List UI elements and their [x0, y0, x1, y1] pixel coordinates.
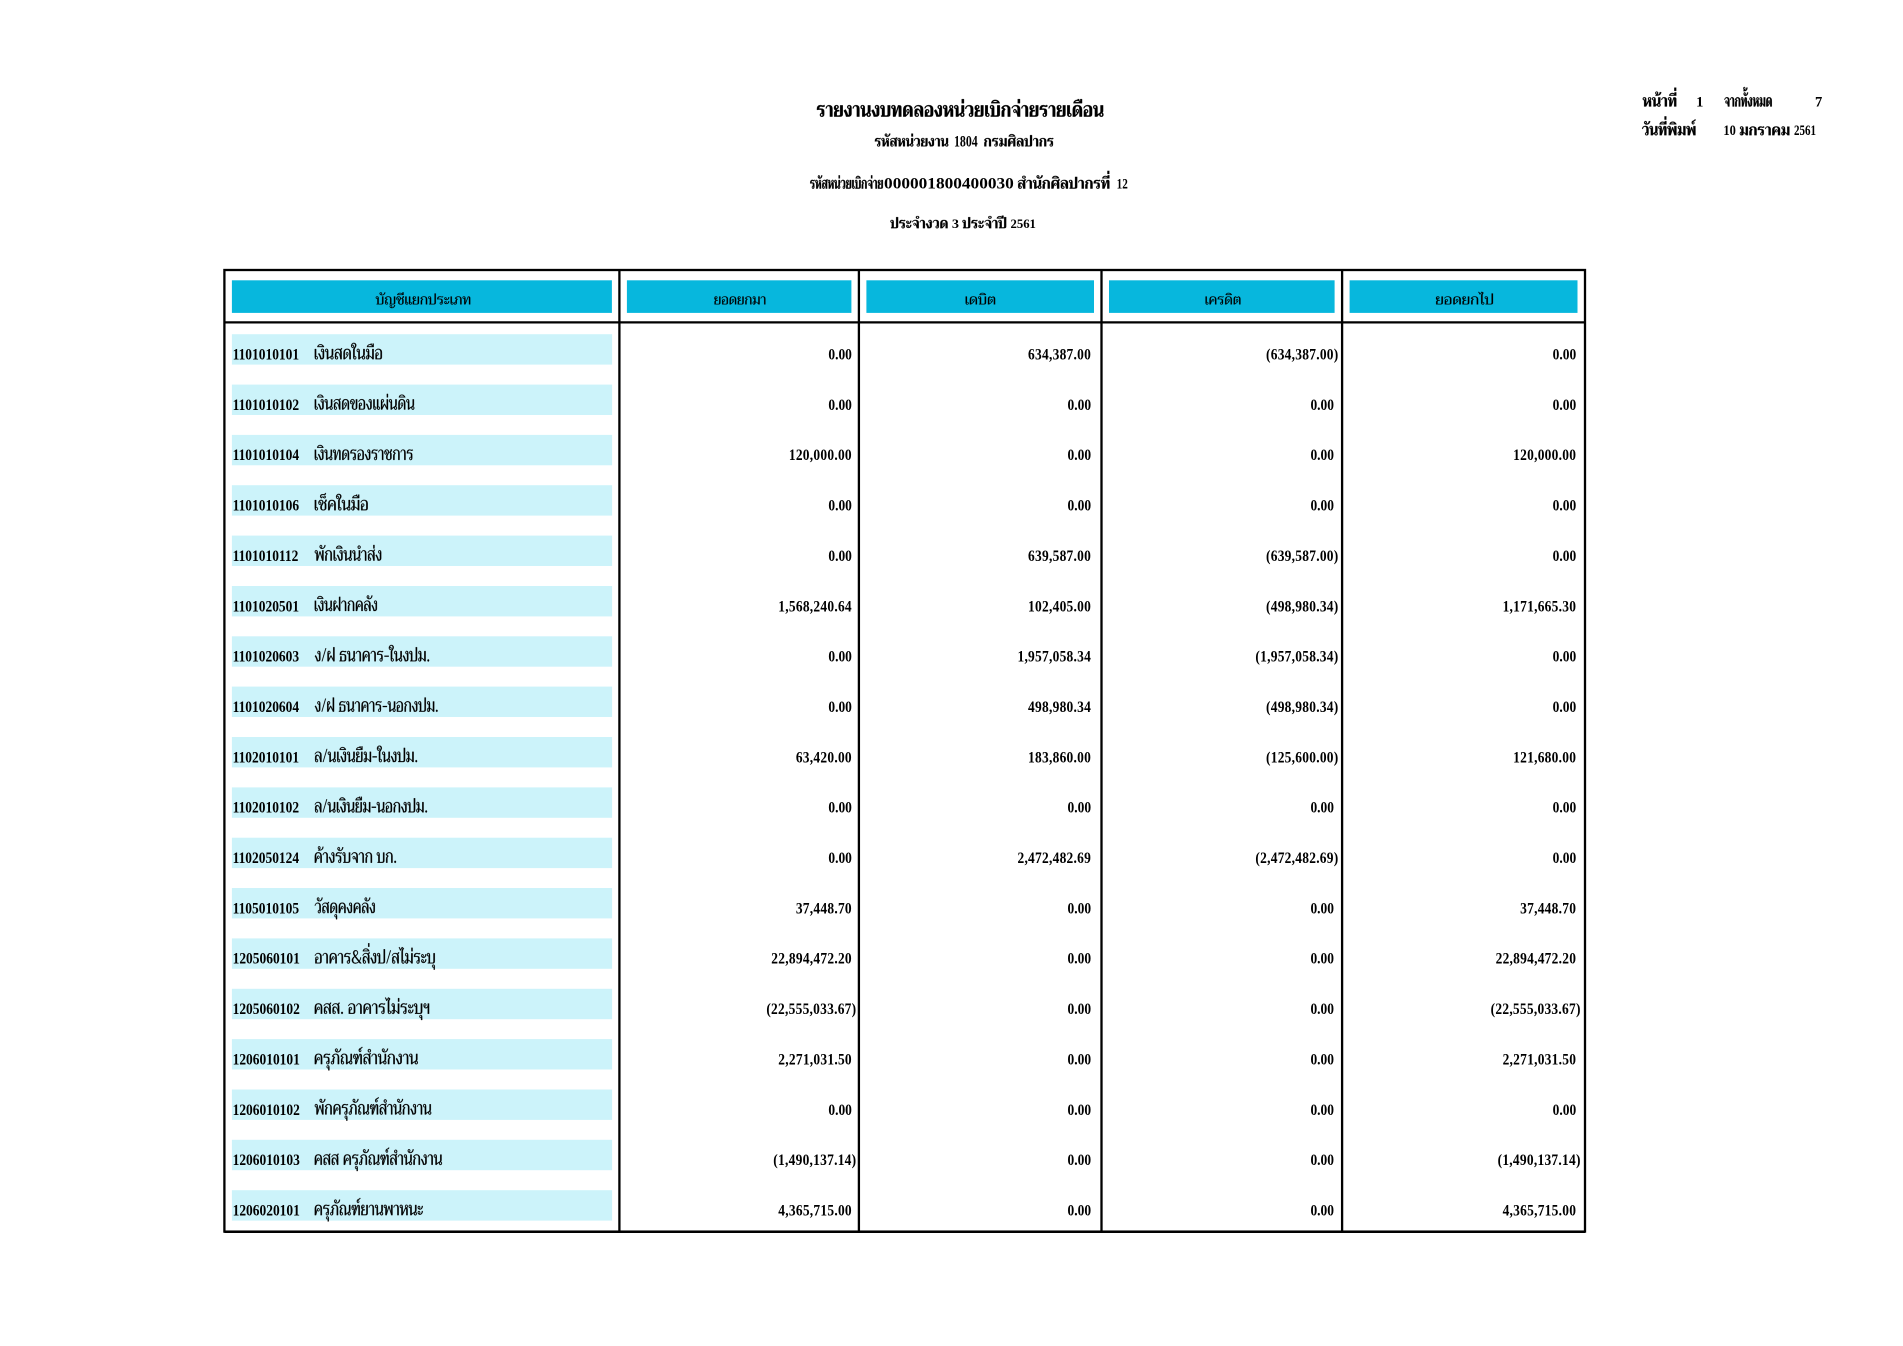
svg-text:0.00: 0.00: [1553, 649, 1577, 666]
svg-text:0.00: 0.00: [1068, 447, 1092, 464]
svg-text:121,680.00: 121,680.00: [1513, 749, 1576, 766]
svg-text:0.00: 0.00: [1553, 498, 1577, 515]
svg-text:0.00: 0.00: [828, 346, 852, 363]
svg-text:0.00: 0.00: [1310, 1102, 1334, 1119]
svg-text:2,271,031.50: 2,271,031.50: [778, 1051, 852, 1068]
svg-text:1101010106: 1101010106: [233, 498, 300, 515]
svg-text:4,365,715.00: 4,365,715.00: [778, 1202, 852, 1219]
svg-text:102,405.00: 102,405.00: [1028, 598, 1091, 615]
svg-text:1,957,058.34: 1,957,058.34: [1017, 649, 1091, 666]
svg-text:0.00: 0.00: [1553, 548, 1577, 565]
svg-text:22,894,472.20: 22,894,472.20: [771, 951, 852, 968]
svg-text:0.00: 0.00: [1310, 1001, 1334, 1018]
svg-text:0.00: 0.00: [828, 498, 852, 515]
svg-text:37,448.70: 37,448.70: [796, 900, 852, 917]
svg-text:0.00: 0.00: [828, 397, 852, 414]
svg-text:0.00: 0.00: [1310, 498, 1334, 515]
svg-text:0.00: 0.00: [828, 699, 852, 716]
svg-text:0.00: 0.00: [1068, 1001, 1092, 1018]
svg-text:0.00: 0.00: [1553, 1102, 1577, 1119]
svg-text:120,000.00: 120,000.00: [1513, 447, 1576, 464]
svg-text:0.00: 0.00: [1553, 850, 1577, 867]
svg-text:120,000.00: 120,000.00: [789, 447, 852, 464]
svg-text:1206010102: 1206010102: [233, 1102, 300, 1119]
svg-text:12: 12: [1117, 175, 1128, 192]
svg-text:2561: 2561: [1010, 217, 1035, 231]
svg-text:22,894,472.20: 22,894,472.20: [1496, 951, 1577, 968]
svg-text:0.00: 0.00: [1553, 346, 1577, 363]
svg-text:(22,555,033.67): (22,555,033.67): [766, 1001, 856, 1018]
svg-text:0.00: 0.00: [1310, 900, 1334, 917]
svg-text:2561: 2561: [1794, 123, 1816, 139]
svg-text:1,171,665.30: 1,171,665.30: [1503, 598, 1577, 615]
svg-text:0.00: 0.00: [1068, 397, 1092, 414]
svg-text:2,271,031.50: 2,271,031.50: [1503, 1051, 1577, 1068]
svg-text:1205060102: 1205060102: [233, 1001, 300, 1018]
svg-text:0.00: 0.00: [1310, 1202, 1334, 1219]
svg-text:1: 1: [1696, 95, 1703, 111]
svg-text:(634,387.00): (634,387.00): [1266, 346, 1338, 363]
svg-text:0.00: 0.00: [1068, 900, 1092, 917]
svg-text:0.00: 0.00: [1068, 498, 1092, 515]
svg-text:7: 7: [1815, 95, 1822, 111]
svg-text:10: 10: [1723, 122, 1736, 138]
svg-text:639,587.00: 639,587.00: [1028, 548, 1091, 565]
svg-text:000001800400030: 000001800400030: [884, 175, 1014, 193]
svg-text:1101010101: 1101010101: [233, 346, 300, 363]
svg-text:498,980.34: 498,980.34: [1028, 699, 1091, 716]
svg-text:4,365,715.00: 4,365,715.00: [1503, 1202, 1577, 1219]
svg-text:1101020604: 1101020604: [233, 699, 300, 716]
svg-text:63,420.00: 63,420.00: [796, 749, 852, 766]
svg-text:(1,490,137.14): (1,490,137.14): [1498, 1152, 1581, 1169]
svg-text:0.00: 0.00: [1310, 800, 1334, 817]
svg-text:0.00: 0.00: [1553, 699, 1577, 716]
svg-text:0.00: 0.00: [828, 548, 852, 565]
svg-text:0.00: 0.00: [1068, 951, 1092, 968]
svg-text:37,448.70: 37,448.70: [1520, 900, 1576, 917]
svg-text:0.00: 0.00: [1310, 1051, 1334, 1068]
svg-text:(1,490,137.14): (1,490,137.14): [773, 1152, 856, 1169]
svg-text:1,568,240.64: 1,568,240.64: [778, 598, 852, 615]
svg-text:0.00: 0.00: [1068, 1051, 1092, 1068]
svg-text:1101020501: 1101020501: [233, 598, 300, 615]
svg-text:(498,980.34): (498,980.34): [1266, 699, 1338, 716]
svg-text:(22,555,033.67): (22,555,033.67): [1491, 1001, 1581, 1018]
svg-text:1101020603: 1101020603: [233, 649, 300, 666]
svg-text:1101010104: 1101010104: [233, 447, 300, 464]
svg-text:1206020101: 1206020101: [233, 1202, 300, 1219]
svg-text:2,472,482.69: 2,472,482.69: [1017, 850, 1091, 867]
svg-text:0.00: 0.00: [828, 649, 852, 666]
svg-text:(2,472,482.69): (2,472,482.69): [1255, 850, 1338, 867]
svg-text:1804: 1804: [954, 133, 978, 150]
svg-text:1101010112: 1101010112: [233, 548, 299, 565]
svg-text:0.00: 0.00: [1310, 447, 1334, 464]
svg-text:1105010105: 1105010105: [233, 900, 300, 917]
svg-text:1206010103: 1206010103: [233, 1152, 300, 1169]
svg-text:1206010101: 1206010101: [233, 1051, 300, 1068]
svg-text:0.00: 0.00: [828, 800, 852, 817]
svg-text:1205060101: 1205060101: [233, 951, 300, 968]
svg-text:0.00: 0.00: [1068, 800, 1092, 817]
svg-text:(1,957,058.34): (1,957,058.34): [1255, 649, 1338, 666]
svg-text:0.00: 0.00: [1310, 397, 1334, 414]
svg-text:183,860.00: 183,860.00: [1028, 749, 1091, 766]
svg-text:0.00: 0.00: [1553, 397, 1577, 414]
svg-text:(125,600.00): (125,600.00): [1266, 749, 1338, 766]
svg-text:(639,587.00): (639,587.00): [1266, 548, 1338, 565]
svg-text:0.00: 0.00: [828, 1102, 852, 1119]
svg-text:0.00: 0.00: [1553, 800, 1577, 817]
svg-text:(498,980.34): (498,980.34): [1266, 598, 1338, 615]
svg-text:1101010102: 1101010102: [233, 397, 300, 414]
svg-text:0.00: 0.00: [828, 850, 852, 867]
svg-text:0.00: 0.00: [1068, 1152, 1092, 1169]
svg-text:0.00: 0.00: [1310, 1152, 1334, 1169]
svg-text:0.00: 0.00: [1068, 1102, 1092, 1119]
svg-text:1102010102: 1102010102: [233, 800, 300, 817]
svg-text:0.00: 0.00: [1310, 951, 1334, 968]
svg-text:1102050124: 1102050124: [233, 850, 300, 867]
svg-text:634,387.00: 634,387.00: [1028, 346, 1091, 363]
svg-text:3: 3: [952, 217, 959, 231]
svg-text:0.00: 0.00: [1068, 1202, 1092, 1219]
svg-text:1102010101: 1102010101: [233, 749, 300, 766]
